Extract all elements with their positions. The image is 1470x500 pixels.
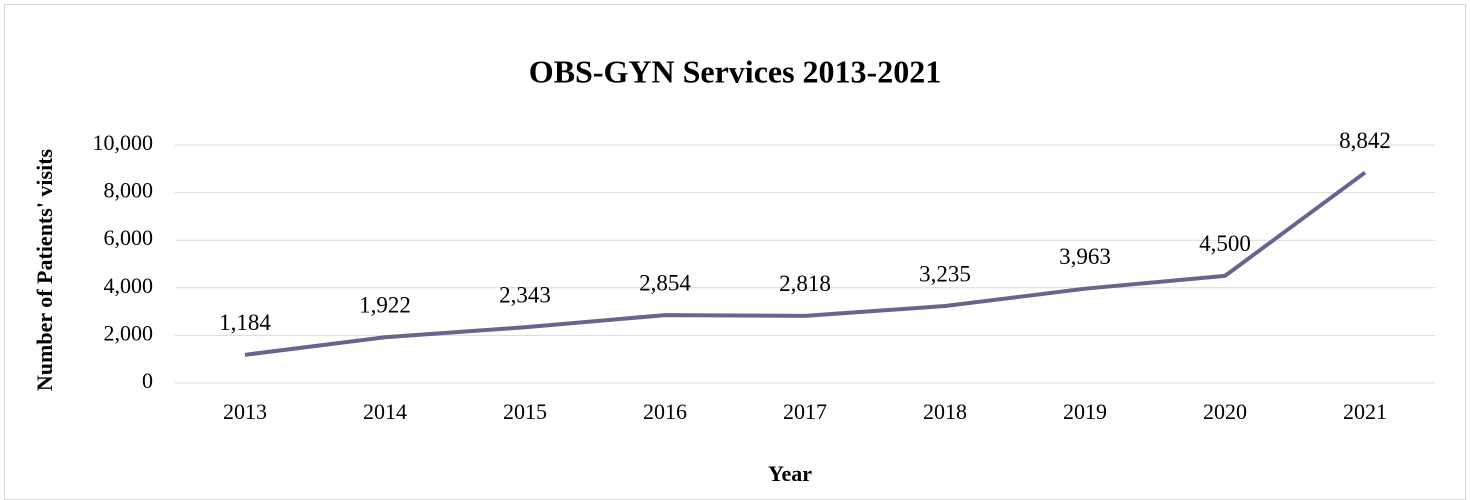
x-tick-label: 2020 — [1203, 399, 1247, 424]
y-tick-label: 4,000 — [104, 273, 154, 298]
y-tick-label: 2,000 — [104, 320, 154, 345]
chart-border — [4, 4, 1466, 500]
x-tick-label: 2018 — [923, 399, 967, 424]
y-tick-label: 10,000 — [93, 130, 154, 155]
x-tick-label: 2019 — [1063, 399, 1107, 424]
data-label: 3,963 — [1059, 244, 1111, 269]
y-tick-label: 8,000 — [104, 178, 154, 203]
x-axis-label: Year — [768, 461, 812, 486]
data-label: 4,500 — [1199, 231, 1251, 256]
x-tick-label: 2014 — [363, 399, 407, 424]
chart-title: OBS-GYN Services 2013-2021 — [529, 53, 941, 89]
x-tick-label: 2017 — [783, 399, 827, 424]
data-label: 8,842 — [1339, 128, 1391, 153]
data-label: 3,235 — [919, 261, 971, 286]
y-axis-label: Number of Patients' visits — [32, 148, 57, 391]
data-label: 2,854 — [639, 270, 691, 295]
data-label: 2,818 — [779, 271, 831, 296]
x-tick-label: 2021 — [1343, 399, 1387, 424]
data-label: 1,184 — [219, 310, 271, 335]
x-tick-label: 2015 — [503, 399, 547, 424]
x-tick-label: 2016 — [643, 399, 687, 424]
data-label: 1,922 — [359, 293, 411, 318]
data-label: 2,343 — [499, 283, 551, 308]
y-tick-label: 6,000 — [104, 225, 154, 250]
y-tick-label: 0 — [142, 368, 153, 393]
line-series — [244, 170, 1367, 357]
x-tick-label: 2013 — [223, 399, 267, 424]
